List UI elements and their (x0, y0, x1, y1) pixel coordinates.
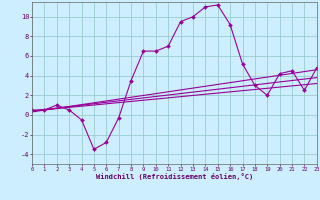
X-axis label: Windchill (Refroidissement éolien,°C): Windchill (Refroidissement éolien,°C) (96, 173, 253, 180)
